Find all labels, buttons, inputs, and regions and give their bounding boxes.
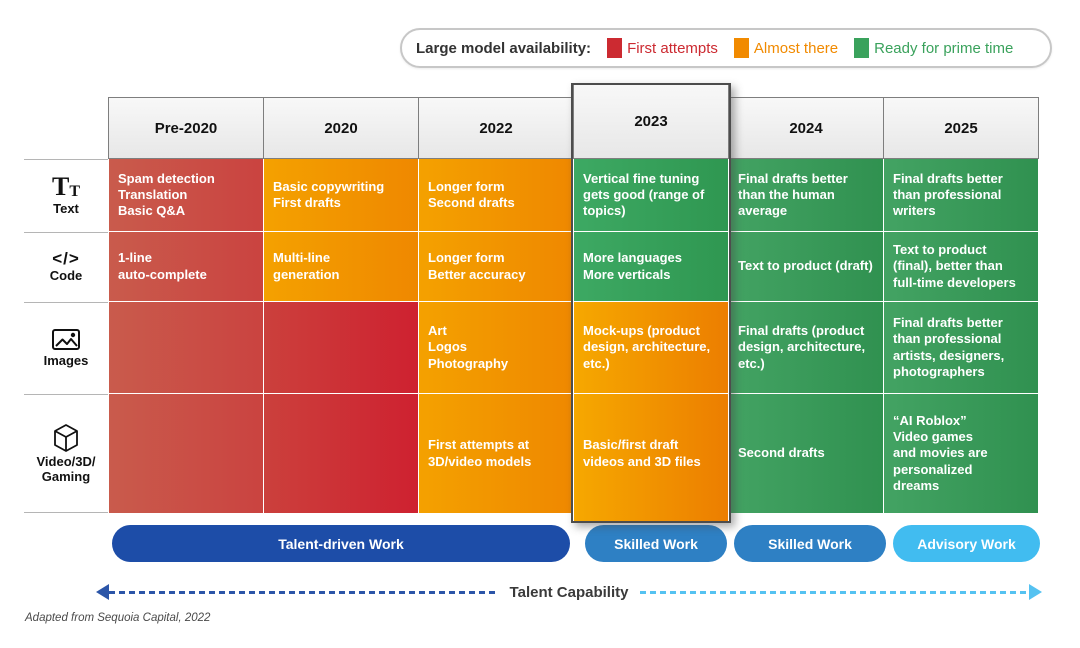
- cell-code-2020: Multi-line generation: [264, 232, 418, 301]
- cell-video-2024: Second drafts: [729, 394, 883, 513]
- row-label-code: </> Code: [24, 232, 108, 301]
- cell-code-2022: Longer form Better accuracy: [419, 232, 573, 301]
- work-band-skilled-2024: Skilled Work: [734, 525, 886, 562]
- column-header-2023-highlighted: 2023: [574, 85, 728, 158]
- images-icon: [51, 327, 81, 352]
- column-header-2025: 2025: [884, 98, 1038, 158]
- row-label-images: Images: [24, 302, 108, 393]
- row-label-video-3d-gaming: Video/3D/ Gaming: [24, 394, 108, 513]
- code-icon: </>: [52, 249, 80, 269]
- ready-swatch-icon: [854, 38, 870, 58]
- column-header-2020: 2020: [264, 98, 418, 158]
- cell-text-2024: Final drafts better than the human avera…: [729, 159, 883, 231]
- cell-code-pre2020: 1-line auto-complete: [109, 232, 263, 301]
- cell-video-pre2020: [109, 394, 263, 513]
- legend-title: Large model availability:: [416, 39, 592, 57]
- legend-item-label: First attempts: [627, 39, 718, 57]
- cell-images-2022: Art Logos Photography: [419, 302, 573, 393]
- cell-video-2020: [264, 394, 418, 513]
- column-header-2024: 2024: [729, 98, 883, 158]
- first-attempts-swatch-icon: [607, 38, 623, 58]
- legend: Large model availability: First attempts…: [400, 28, 1052, 68]
- work-band-advisory: Advisory Work: [893, 525, 1040, 562]
- video-3d-gaming-icon: [52, 423, 80, 453]
- column-header-pre-2020: Pre-2020: [109, 98, 263, 158]
- legend-item-label: Ready for prime time: [874, 39, 1014, 57]
- cell-video-2023: Basic/first draft videos and 3D files: [574, 394, 728, 522]
- cell-video-2022: First attempts at 3D/video models: [419, 394, 573, 513]
- dashed-line-right: [640, 590, 1030, 594]
- cell-video-2025: “AI Roblox” Video games and movies are p…: [884, 394, 1038, 513]
- source-caption: Adapted from Sequoia Capital, 2022: [25, 612, 211, 624]
- legend-item-almost-there: Almost there: [733, 38, 839, 58]
- work-band-skilled-2023: Skilled Work: [585, 525, 727, 562]
- cell-images-2024: Final drafts (product design, architectu…: [729, 302, 883, 393]
- cell-code-2023: More languages More verticals: [574, 232, 728, 301]
- cell-code-2025: Text to product (final), better than ful…: [884, 232, 1038, 301]
- right-arrow-icon: [1029, 584, 1043, 600]
- almost-there-swatch-icon: [733, 38, 749, 58]
- work-band-talent-driven: Talent-driven Work: [112, 525, 570, 562]
- cell-images-2025: Final drafts better than professional ar…: [884, 302, 1038, 393]
- dashed-line-left: [109, 590, 498, 594]
- cell-images-2020: [264, 302, 418, 393]
- cell-text-2025: Final drafts better than professional wr…: [884, 159, 1038, 231]
- legend-item-label: Almost there: [753, 39, 839, 57]
- cell-text-2020: Basic copywriting First drafts: [264, 159, 418, 231]
- talent-capability-axis: Talent Capability: [96, 583, 1043, 601]
- cell-code-2024: Text to product (draft): [729, 232, 883, 301]
- cell-images-2023: Mock-ups (product design, architecture, …: [574, 302, 728, 393]
- cell-text-pre2020: Spam detection Translation Basic Q&A: [109, 159, 263, 231]
- axis-label: Talent Capability: [509, 583, 629, 601]
- column-header-2022: 2022: [419, 98, 573, 158]
- cell-text-2023: Vertical fine tuning gets good (range of…: [574, 159, 728, 231]
- left-arrow-icon: [96, 584, 109, 600]
- legend-item-ready: Ready for prime time: [854, 38, 1013, 58]
- legend-item-first-attempts: First attempts: [607, 38, 718, 58]
- cell-images-pre2020: [109, 302, 263, 393]
- cell-text-2022: Longer form Second drafts: [419, 159, 573, 231]
